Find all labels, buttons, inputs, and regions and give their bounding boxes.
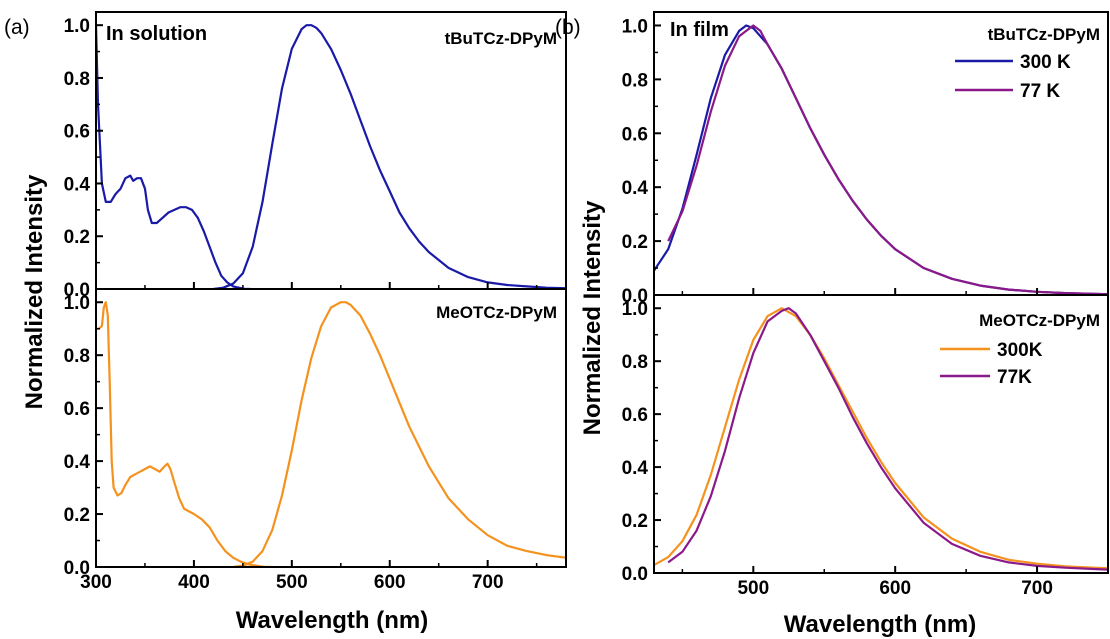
y-tick-label-panel2-2: 0.4	[622, 178, 649, 199]
x-tick-label-panel1-2: 500	[276, 572, 308, 593]
panel-letter-a: (a)	[4, 16, 30, 39]
y-tick-label-panel2-5: 1.0	[622, 16, 648, 37]
y-axis-title-right: Normalized Intensity	[579, 200, 606, 435]
legend-label-300k-bottom: 300K	[997, 340, 1043, 361]
y-tick-label-panel2-3: 0.6	[622, 124, 648, 145]
y-tick-label-panel3-3: 0.6	[622, 405, 648, 426]
x-tick-label-panel3-1: 600	[879, 578, 911, 599]
x-axis-title-left: Wavelength (nm)	[236, 607, 428, 634]
y-tick-label-panel0-2: 0.4	[64, 174, 91, 195]
y-tick-label-panel3-5: 1.0	[622, 299, 648, 320]
legend-label-77k-bottom: 77K	[997, 367, 1032, 388]
y-tick-label-panel0-4: 0.8	[64, 69, 90, 90]
y-tick-label-panel0-3: 0.6	[64, 122, 90, 143]
series-line-panel2-1	[667, 24, 1108, 295]
y-tick-label-panel3-1: 0.2	[622, 511, 648, 532]
y-tick-label-panel1-2: 0.4	[64, 452, 91, 473]
y-tick-label-panel3-2: 0.4	[622, 458, 649, 479]
x-tick-label-panel3-0: 500	[737, 578, 769, 599]
series-line-panel0-0	[96, 25, 251, 289]
sample-label-meotcz-film: MeOTCz-DPyM	[979, 311, 1100, 330]
y-tick-label-panel2-1: 0.2	[622, 232, 648, 253]
y-tick-label-panel0-0: 0.0	[64, 280, 90, 301]
annotation-in-film: In film	[670, 19, 729, 41]
series-line-panel3-1	[667, 307, 1108, 571]
y-tick-label-panel2-4: 0.8	[622, 70, 648, 91]
y-tick-label-panel2-0: 0.0	[622, 286, 648, 307]
series-line-panel3-0	[654, 307, 1108, 570]
y-tick-label-panel1-4: 0.8	[64, 346, 90, 367]
x-tick-label-panel1-1: 400	[178, 572, 210, 593]
sample-label-tbutcz-solution: tBuTCz-DPyM	[445, 29, 557, 48]
legend-label-300k-top: 300 K	[1020, 52, 1071, 73]
x-tick-label-panel3-2: 700	[1021, 578, 1053, 599]
y-tick-label-panel3-0: 0.0	[622, 564, 648, 585]
y-tick-label-panel3-4: 0.8	[622, 352, 648, 373]
y-axis-title-left: Normalized Intensity	[21, 174, 48, 409]
y-tick-label-panel0-5: 1.0	[64, 16, 90, 37]
plot-frame-panel1	[95, 288, 567, 568]
plot-frame-panel0	[95, 11, 567, 290]
x-tick-label-panel1-4: 700	[472, 572, 504, 593]
sample-label-tbutcz-film: tBuTCz-DPyM	[988, 25, 1100, 44]
series-line-panel0-1	[213, 24, 566, 289]
y-tick-label-panel0-1: 0.2	[64, 227, 90, 248]
panel-letter-b: (b)	[555, 16, 581, 39]
x-tick-label-panel1-3: 600	[374, 572, 406, 593]
y-tick-label-panel1-1: 0.2	[64, 505, 90, 526]
annotation-in-solution: In solution	[106, 23, 207, 45]
legend-label-77k-top: 77 K	[1020, 81, 1060, 102]
y-tick-label-panel1-3: 0.6	[64, 399, 90, 420]
plot-frame-panel3	[653, 294, 1109, 574]
y-tick-label-panel1-0: 0.0	[64, 558, 90, 579]
y-tick-label-panel1-5: 1.0	[64, 293, 90, 314]
series-line-panel1-1	[232, 301, 566, 567]
series-line-panel1-0	[96, 301, 273, 567]
x-tick-label-panel1-0: 300	[80, 572, 112, 593]
sample-label-meotcz-solution: MeOTCz-DPyM	[436, 303, 557, 322]
x-axis-title-right: Wavelength (nm)	[784, 611, 976, 638]
